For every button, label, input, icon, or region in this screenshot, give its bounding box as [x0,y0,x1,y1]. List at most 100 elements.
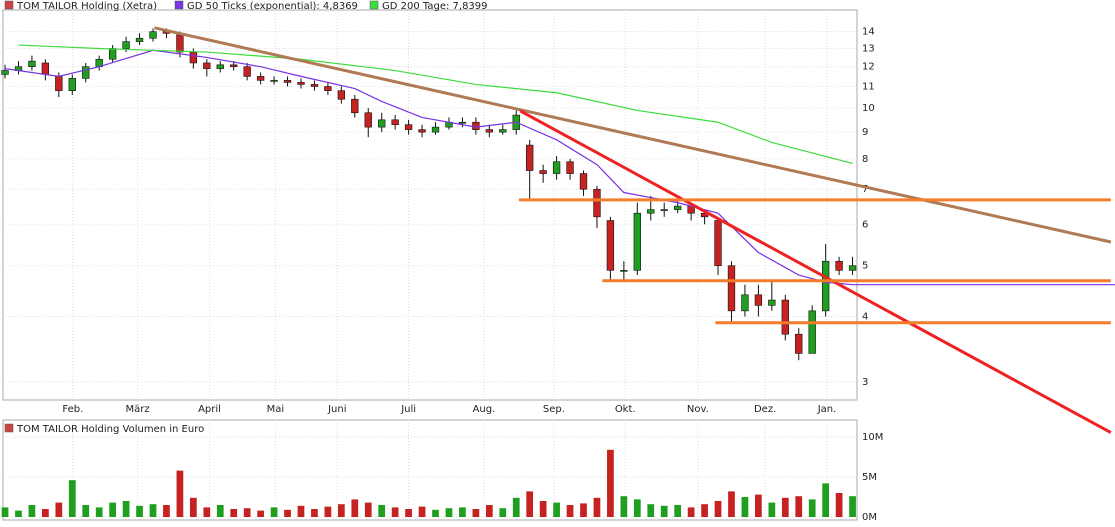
volume-bar [459,507,466,517]
candle-body [795,333,803,354]
legend-label: TOM TAILOR Holding (Xetra) [16,1,157,12]
candle-body [68,78,76,91]
y-tick-label: 10 [862,103,875,114]
volume-bar [445,508,453,517]
y-tick-label: 9 [862,127,868,138]
candle-body [633,212,641,271]
volume-bar [580,503,587,517]
y-tick-label: 0M [862,512,877,523]
candle-body [364,112,372,128]
x-tick-label: Okt. [615,404,636,415]
y-tick-label: 13 [862,44,875,55]
volume-bar [499,508,507,517]
candle-body [28,60,36,68]
candle-body [526,144,534,171]
candle-body [351,98,359,114]
candle-body [1,70,9,75]
candle-body [620,270,628,272]
volume-bar [472,509,480,517]
candle-body [203,62,211,69]
volume-bar [674,505,682,517]
candle-body [472,121,480,130]
candle-body [297,82,305,85]
candle-body [566,161,574,174]
y-tick-label: 5M [862,472,877,483]
volume-bar [311,509,318,517]
volume-bar [136,505,143,517]
volume-bar [660,505,668,517]
candle-body [283,80,292,83]
candle-body [216,64,224,69]
volume-bar [82,505,90,517]
legend-swatch [4,423,14,433]
volume-bar [633,499,641,517]
volume-bar [351,499,359,517]
volume-bar [391,507,399,517]
candle-body [458,121,467,124]
candle-body [176,34,184,53]
volume-bar [795,496,803,517]
volume-bar [176,470,184,517]
volume-bar [620,496,628,517]
volume-bar [418,506,426,517]
legend-label: GD 50 Ticks (exponential): 4,8369 [187,1,358,12]
volume-bar [781,497,789,517]
candle-body [660,209,668,211]
y-tick-label: 4 [862,311,868,322]
volume-bar [270,507,278,517]
volume-bar [485,505,493,517]
y-tick-label: 3 [862,377,868,388]
volume-bar [364,502,372,517]
volume-bar [512,497,520,517]
volume-bar [203,507,211,517]
y-tick-label: 12 [862,62,875,73]
y-tick-label: 5 [862,261,868,272]
trend-line [519,109,1112,434]
x-tick-label: Sep. [543,404,565,415]
x-tick-label: Juni [327,404,346,415]
candle-body [647,209,655,214]
legend-swatch [174,0,184,10]
volume-bar [849,496,856,517]
candle-body [391,119,399,125]
candle-body [243,66,251,77]
x-tick-label: Jan. [817,404,837,415]
volume-bar [337,504,345,517]
candle-body [499,129,507,133]
candle-body [324,86,332,91]
volume-bar [822,483,830,517]
volume-bar [432,509,439,517]
volume-title: TOM TAILOR Holding Volumen in Euro [16,424,204,435]
candle-body [256,76,265,81]
volume-bar [755,494,762,517]
x-tick-label: Nov. [687,404,709,415]
legend-swatch [369,0,379,10]
volume-bar [297,505,305,517]
y-tick-label: 6 [862,219,868,230]
candle-body [808,310,816,354]
candle-body [55,76,63,91]
candle-body [149,31,157,39]
volume-bar [42,509,49,517]
volume-bar [607,449,614,517]
candle-body [404,124,413,130]
volume-bar [835,493,843,517]
volume-bar [553,502,560,517]
x-tick-label: Feb. [62,404,83,415]
y-tick-label: 14 [862,27,875,38]
volume-bar [324,506,332,517]
volume-bar [55,502,63,517]
candle-body [230,64,238,68]
x-tick-label: April [198,404,221,415]
candle-body [848,265,857,271]
candle-body [431,126,440,133]
candle-body [108,48,117,60]
volume-bar [163,505,170,517]
candle-body [189,51,198,64]
volume-bar [230,509,238,517]
volume-bar [593,497,601,517]
legend-swatch [4,0,14,10]
volume-bar [28,505,36,517]
volume-bar [122,501,130,517]
